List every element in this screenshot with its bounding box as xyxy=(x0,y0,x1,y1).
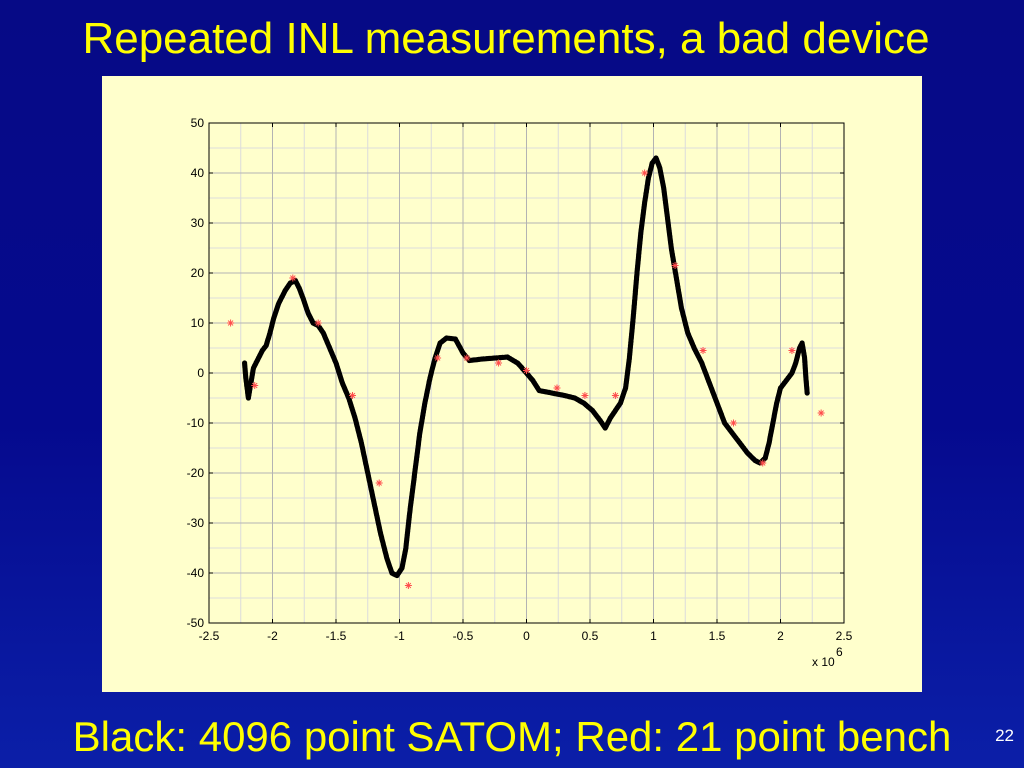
bench-data-point xyxy=(699,347,707,354)
bench-data-point xyxy=(349,392,357,399)
y-tick-label: 0 xyxy=(197,366,204,380)
bench-data-point xyxy=(314,319,322,327)
bench-data-point xyxy=(581,392,589,399)
x-tick-label: -2 xyxy=(267,629,278,643)
chart-gridlines xyxy=(208,122,845,624)
bench-data-point xyxy=(495,359,503,367)
x-tick-label: 2 xyxy=(777,629,784,643)
bench-data-point xyxy=(523,367,530,374)
chart-series xyxy=(227,155,825,589)
x-tick-label: -2.5 xyxy=(199,629,220,643)
bench-data-point xyxy=(759,459,767,467)
bench-data-point xyxy=(611,392,619,399)
slide-number: 22 xyxy=(995,726,1014,745)
x-tick-label: -0.5 xyxy=(453,629,474,643)
bench-data-point xyxy=(434,354,442,362)
x-tick-label: 2.5 xyxy=(836,629,853,643)
x-tick-label: 0 xyxy=(523,629,530,643)
bench-data-point xyxy=(730,419,738,427)
satom-data-point xyxy=(804,390,810,396)
y-tick-label: -30 xyxy=(187,516,205,530)
y-tick-label: -50 xyxy=(187,616,205,630)
x-tick-label: -1.5 xyxy=(326,629,347,643)
slide-caption: Black: 4096 point SATOM; Red: 21 point b… xyxy=(72,713,952,760)
bench-data-point xyxy=(463,354,471,362)
bench-data-point xyxy=(671,262,679,269)
bench-data-point xyxy=(404,582,412,589)
bench-data-point xyxy=(289,274,297,282)
x-tick-label: 1 xyxy=(650,629,657,643)
chart-axis-ticks: -2.5 -2 -1.5 -1 -0.5 0 0.5 1 1.5 2 2.5 -50 -40 -30 -20… xyxy=(187,116,853,643)
bench-data-point xyxy=(227,319,235,327)
x-tick-label: 0.5 xyxy=(582,629,599,643)
y-tick-label: 10 xyxy=(191,316,205,330)
y-tick-label: 40 xyxy=(191,166,205,180)
x-tick-label: 1.5 xyxy=(709,629,726,643)
x-tick-label: -1 xyxy=(394,629,405,643)
bench-data-point xyxy=(817,409,825,417)
slide-title: Repeated INL measurements, a bad device xyxy=(82,14,930,63)
y-tick-label: 20 xyxy=(191,266,205,280)
inl-chart-svg: -2.5 -2 -1.5 -1 -0.5 0 0.5 1 1.5 2 2.5 -50 -40 -30 -20… xyxy=(187,116,853,669)
x-axis-exponent-label: x 10 xyxy=(812,655,835,669)
y-tick-label: 50 xyxy=(191,116,205,130)
inl-chart: -2.5 -2 -1.5 -1 -0.5 0 0.5 1 1.5 2 2.5 -50 -40 -30 -20… xyxy=(102,76,922,692)
bench-data-point xyxy=(375,479,383,487)
x-axis-exponent-power: 6 xyxy=(836,645,843,659)
y-tick-label: -40 xyxy=(187,566,205,580)
y-tick-label: 30 xyxy=(191,216,205,230)
y-tick-label: -10 xyxy=(187,416,205,430)
bench-data-point xyxy=(251,382,259,389)
bench-data-point xyxy=(641,169,649,177)
bench-data-point xyxy=(553,384,561,392)
bench-data-point xyxy=(788,347,796,354)
y-tick-label: -20 xyxy=(187,466,205,480)
